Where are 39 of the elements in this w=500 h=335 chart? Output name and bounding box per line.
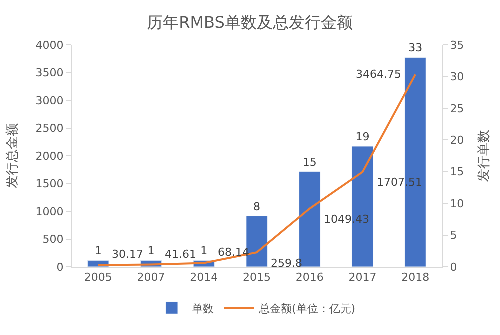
y-tick-label: 1000 <box>36 205 64 218</box>
data-label: 1 <box>200 244 208 258</box>
y2-tick-label: 25 <box>450 102 464 116</box>
data-label: 30.17 <box>112 248 144 261</box>
data-label: 15 <box>302 156 317 169</box>
y-tick-label: 2000 <box>36 150 64 163</box>
y2-tick-label: 35 <box>450 38 464 52</box>
data-label: 1 <box>94 244 102 258</box>
y-tick-label: 3000 <box>36 94 64 108</box>
y2-tick-label: 5 <box>450 229 458 242</box>
x-tick-label: 2015 <box>243 271 271 284</box>
x-tick-label: 2018 <box>402 271 430 284</box>
y-tick-label: 0 <box>56 260 64 274</box>
data-label: 1 <box>148 244 155 258</box>
y-tick-label: 3500 <box>36 66 64 80</box>
y2-tick-label: 30 <box>450 70 464 84</box>
y2-tick-label: 10 <box>450 197 464 210</box>
y2-axis-title: 发行单数 <box>476 130 492 182</box>
data-label: 41.61 <box>165 248 196 261</box>
y-axis-title: 发行总金额 <box>6 124 21 188</box>
data-label: 19 <box>356 130 370 144</box>
legend-label: 总金额(单位：亿元) <box>258 302 356 316</box>
x-tick-label: 2017 <box>348 271 377 284</box>
x-tick-label: 2005 <box>84 271 112 284</box>
data-label: 33 <box>408 42 423 55</box>
y-tick-label: 2500 <box>36 122 64 136</box>
y-tick-label: 1500 <box>36 178 64 191</box>
x-tick-label: 2007 <box>137 271 166 284</box>
x-tick-label: 2014 <box>190 271 218 284</box>
y2-tick-label: 20 <box>450 134 464 147</box>
y2-tick-label: 15 <box>450 166 464 179</box>
data-label: 8 <box>254 200 260 214</box>
y-tick-label: 4000 <box>36 38 64 52</box>
data-label: 3464.75 <box>356 68 402 81</box>
y2-tick-label: 0 <box>450 260 458 274</box>
x-tick-label: 2016 <box>296 271 324 284</box>
y-tick-label: 500 <box>42 233 64 246</box>
legend-label: 单数 <box>192 302 214 316</box>
chart-title: 历年RMBS单数及总发行金额 <box>147 12 353 32</box>
